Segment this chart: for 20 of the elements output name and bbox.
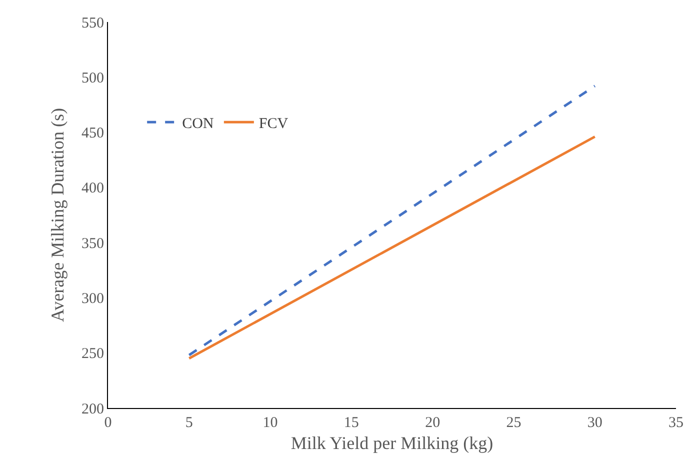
x-tick-label: 5 xyxy=(185,415,193,431)
x-tick-label: 10 xyxy=(262,415,278,431)
x-tick-label: 15 xyxy=(344,415,359,431)
y-tick-label: 350 xyxy=(82,236,104,252)
x-tick-label: 35 xyxy=(668,415,684,431)
x-tick-label: 25 xyxy=(506,415,522,431)
y-tick-label: 300 xyxy=(82,290,104,307)
legend-label: CON xyxy=(182,116,214,132)
y-tick-label: 250 xyxy=(82,346,104,362)
x-tick-label: 30 xyxy=(587,415,602,431)
y-axis-title: Average Milking Duration (s) xyxy=(48,108,68,322)
y-tick-label: 200 xyxy=(82,401,104,418)
y-tick-label: 400 xyxy=(82,180,104,197)
x-tick-label: 0 xyxy=(104,415,112,431)
y-tick-label: 450 xyxy=(82,126,104,142)
x-axis-title: Milk Yield per Milking (kg) xyxy=(290,433,494,454)
y-tick-label: 500 xyxy=(82,70,104,86)
x-tick-label: 20 xyxy=(425,415,440,431)
y-tick-label: 550 xyxy=(82,15,104,32)
legend-label: FCV xyxy=(258,116,288,132)
